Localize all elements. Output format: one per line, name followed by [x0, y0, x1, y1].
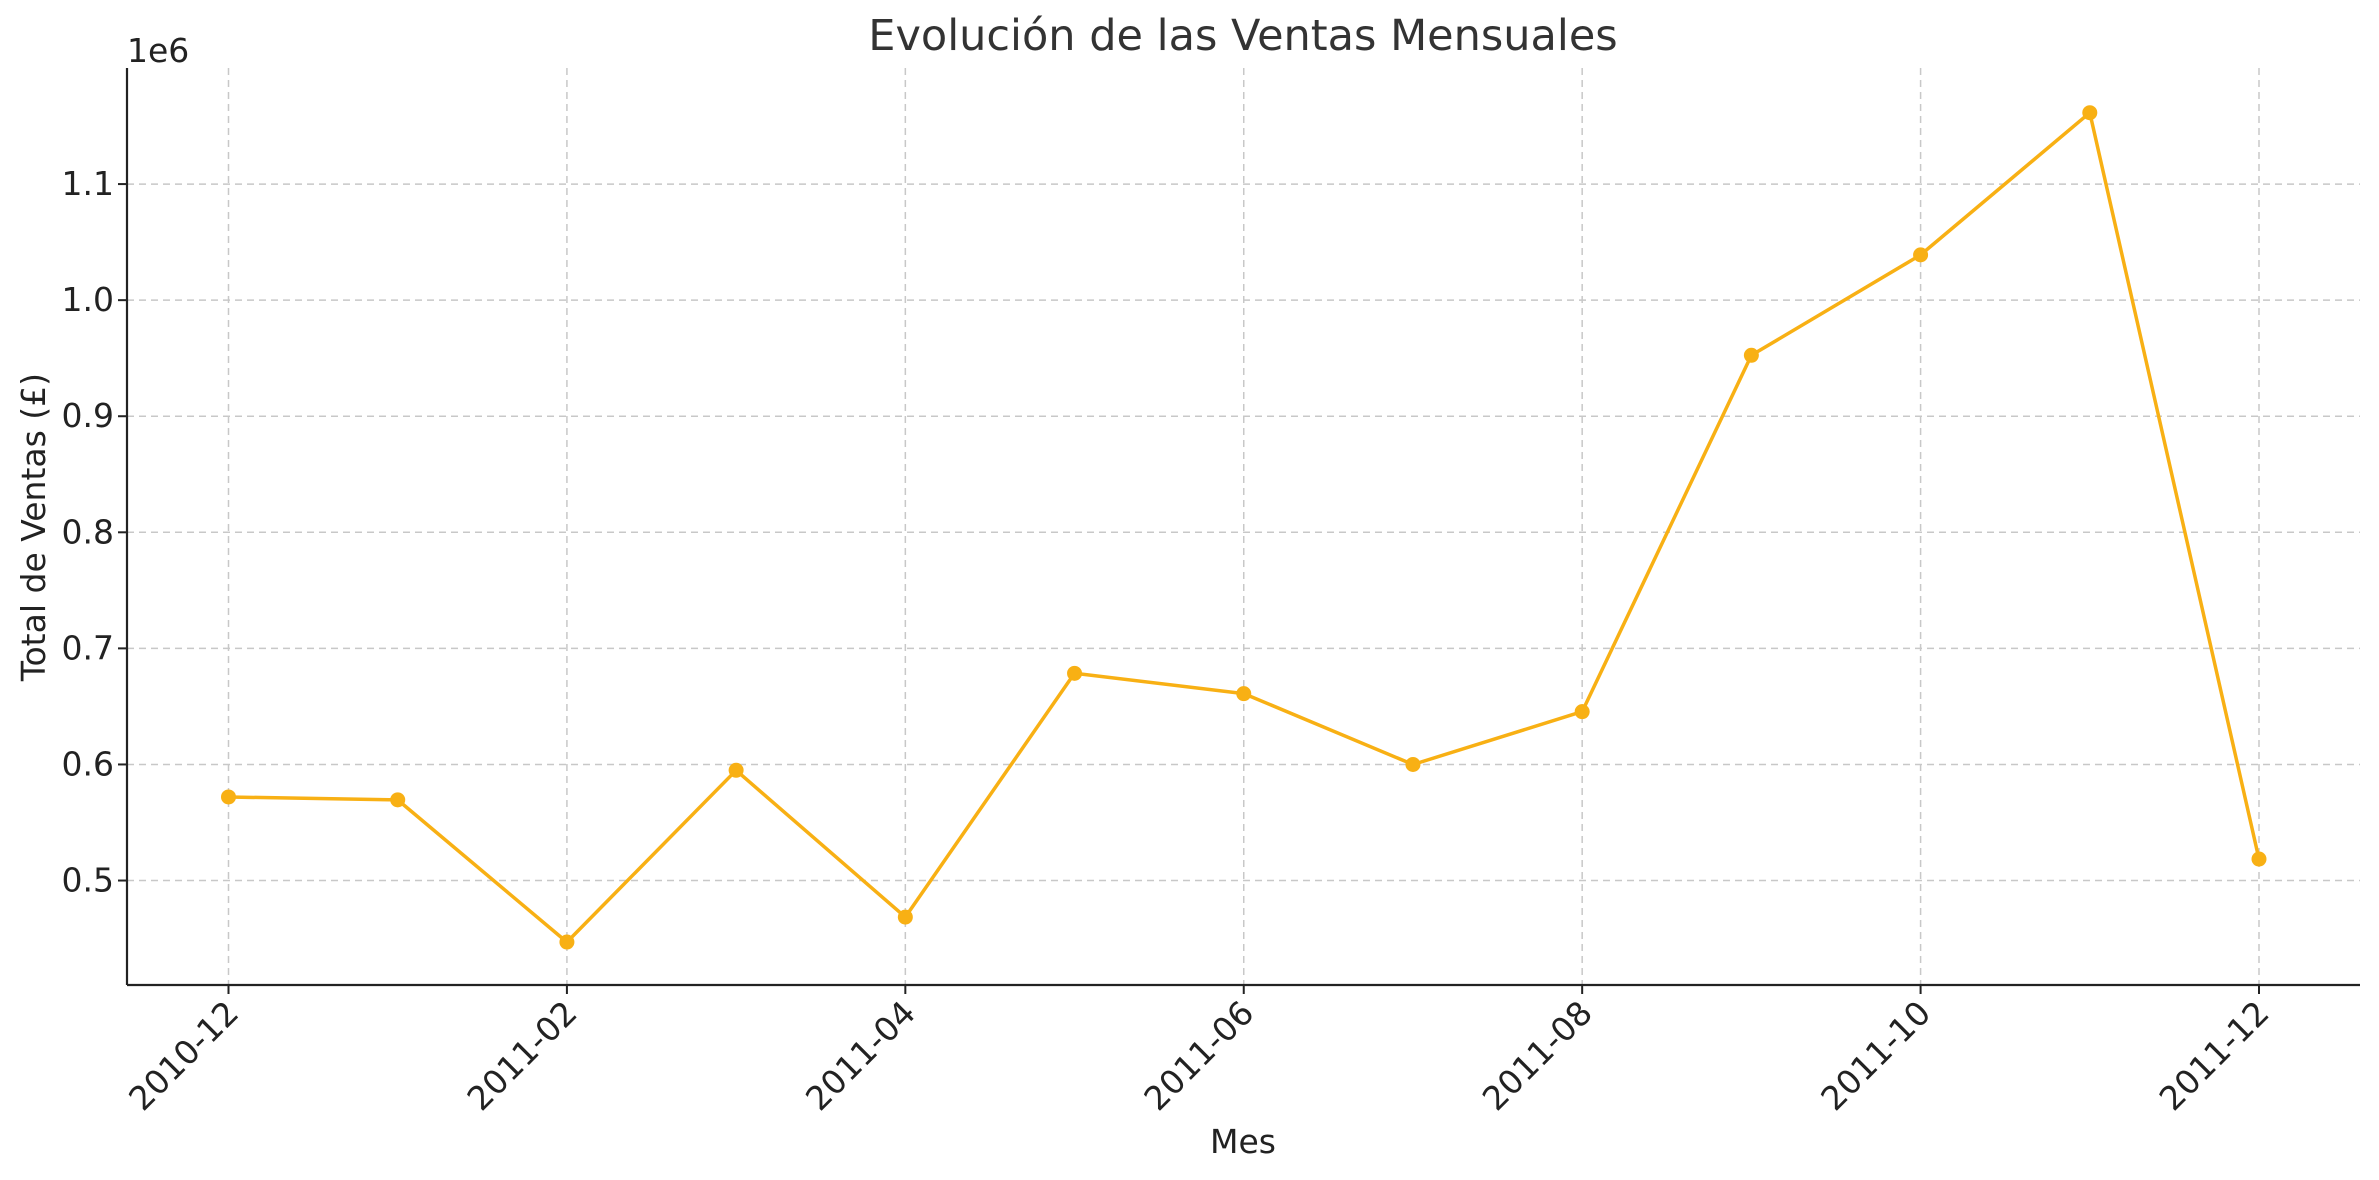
- x-tick-label: 2011-06: [1136, 993, 1261, 1118]
- series-layer: [221, 105, 2267, 950]
- data-point: [390, 792, 406, 808]
- x-tick-label: 2011-08: [1475, 993, 1600, 1118]
- x-tick-label: 2011-04: [798, 993, 923, 1118]
- x-tick-label: 2011-02: [459, 993, 584, 1118]
- y-tick-label: 1.0: [62, 280, 114, 319]
- data-point: [2082, 105, 2098, 121]
- y-tick-label: 0.8: [62, 512, 114, 551]
- data-point: [2251, 851, 2267, 867]
- data-point: [897, 909, 913, 925]
- x-tick-label: 2011-12: [2152, 993, 2277, 1118]
- y-tick-label: 0.6: [62, 744, 114, 783]
- data-point: [1405, 756, 1421, 772]
- chart-title: Evolución de las Ventas Mensuales: [868, 11, 1617, 61]
- y-offset-label: 1e6: [127, 31, 189, 70]
- y-tick-label: 0.5: [62, 861, 114, 900]
- data-point: [221, 789, 236, 805]
- x-tick-label: 2010-12: [121, 993, 246, 1118]
- data-point: [1574, 704, 1590, 720]
- x-tick-label: 2011-10: [1813, 993, 1938, 1118]
- data-point: [1236, 686, 1252, 702]
- data-point: [559, 934, 575, 950]
- data-point: [1067, 665, 1083, 681]
- data-point: [728, 762, 744, 778]
- y-tick-label: 0.9: [62, 396, 114, 435]
- data-point: [1913, 247, 1929, 263]
- y-tick-label: 0.7: [62, 628, 114, 667]
- y-tick-label: 1.1: [62, 164, 114, 203]
- axes-layer: 0.5 0.6 0.7 0.8 0.9 1.0 1.1 2010-12 2011-02 2011-…: [62, 68, 2360, 1118]
- grid-layer: [127, 68, 2360, 985]
- y-axis-label: Total de Ventas (£): [14, 373, 53, 682]
- x-axis-label: Mes: [1210, 1122, 1276, 1161]
- data-point: [1743, 347, 1759, 363]
